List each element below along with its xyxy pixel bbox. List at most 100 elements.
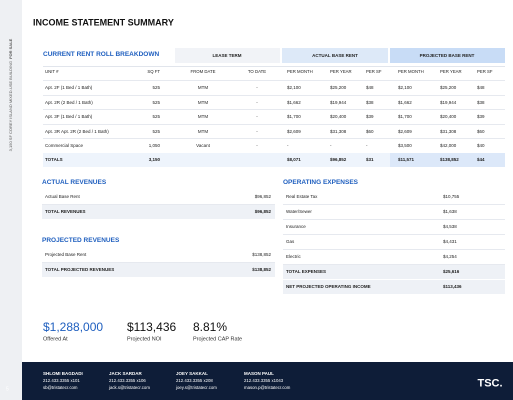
totals-bg-projected [390,153,505,167]
total-label: NET PROJECTED OPERATING INCOME [286,283,371,289]
table-cell: - [256,128,258,134]
row-rule [43,109,505,110]
totals-cell: $138,852 [440,156,459,162]
totals-cell: $44 [477,156,485,162]
table-cell: 1,050 [148,142,160,148]
table-cell: $2,100 [398,84,412,90]
table-cell: - [256,99,258,105]
group-header: LEASE TERM [212,52,242,58]
totals-bg [43,153,505,167]
row-rule [283,234,505,235]
line-value: $96,852 [254,193,271,199]
sidebar [0,0,22,400]
row-rule [283,204,505,205]
column-header: PER SF [366,68,382,74]
table-cell: $60 [477,128,485,134]
sidebar-text: 3,150 SF COREY ISLAND MIXED-USE BUILDING… [8,38,13,152]
contact-phone: 212.433.3355 x106 [109,377,146,383]
table-cell: - [256,84,258,90]
table-cell: $2,100 [287,84,301,90]
table-cell: $40 [477,142,485,148]
contact-email: sb@tristatecr.com [43,384,78,390]
table-cell: $60 [366,128,374,134]
column-header: PER MONTH [398,68,424,74]
metric-label: Offered At [43,336,68,343]
line-value: $4,254 [443,253,457,259]
line-label: Gas [286,238,295,244]
header-rule [43,66,505,67]
total-label: TOTAL PROJECTED REVENUES [45,266,115,272]
sidebar-emphasis: FOR SALE [8,38,13,59]
total-label: TOTAL REVENUES [45,208,86,214]
table-cell: $31,308 [440,128,457,134]
column-header: FROM DATE [190,68,216,74]
metric-value: 8.81% [193,320,228,334]
table-cell: $38 [366,99,374,105]
table-cell: $20,400 [440,113,457,119]
contact-phone: 212.433.3355 x101 [43,377,80,383]
column-header: TO DATE [247,68,267,74]
contact-phone: 212.433.3355 x1043 [244,377,284,383]
row-rule [283,264,505,265]
group-header-bg [282,48,388,63]
table-cell: $48 [477,84,485,90]
contact-name: MASON PAUL [244,370,274,376]
contact-email: jack.s@tristatecr.com [109,384,150,390]
total-value: $96,852 [254,208,271,214]
line-value: $10,755 [443,193,460,199]
total-bg [42,263,275,277]
line-value: $138,852 [252,251,271,257]
sidebar-label: 3,150 SF COREY ISLAND MIXED-USE BUILDING [8,60,13,152]
table-cell: - [366,142,368,148]
section-heading: OPERATING EXPENSES [283,178,359,186]
table-cell: MTM [197,84,209,90]
total-bg [42,205,275,219]
column-header: PER MONTH [287,68,313,74]
table-cell: $25,200 [330,84,347,90]
table-cell: $48 [366,84,374,90]
table-cell: 525 [152,128,160,134]
row-rule [43,123,505,124]
table-cell: Apt. 3F (1 Bed / 1 Bath) [45,113,93,119]
line-label: Water/Sewer [286,208,312,214]
group-header-bg [390,48,505,63]
metric-label: Projected CAP Rate [193,336,243,343]
table-cell: $1,700 [287,113,301,119]
line-label: Projected Base Rent [45,251,87,257]
totals-cell: 3,150 [148,156,160,162]
line-label: Real Estate Tax [286,193,318,199]
table-cell: Apt. 3R Apt. 2R (2 Bed / 1 Bath) [45,128,109,134]
table-cell: Vacant [196,142,210,148]
table-cell: - [287,142,289,148]
row-rule [283,219,505,220]
table-cell: $1,700 [398,113,412,119]
column-header: UNIT # [45,68,59,74]
column-header: PER YEAR [440,68,462,74]
total-bg [283,280,505,294]
page-number: 5 [6,386,9,393]
table-cell: $38 [477,99,485,105]
table-cell: $1,662 [398,99,412,105]
page-title: INCOME STATEMENT SUMMARY [33,17,174,28]
table-cell: $19,944 [440,99,457,105]
section-heading: PROJECTED REVENUES [42,236,120,244]
total-value: $138,852 [252,266,271,272]
column-header: SQ FT [147,68,160,74]
line-label: Insurance [286,223,306,229]
contact-email: joey.s@tristatecr.com [176,384,217,390]
table-cell: 525 [152,113,160,119]
table-cell: MTM [197,113,209,119]
table-cell: Apt. 2F (1 Bed / 1 Bath) [45,84,93,90]
table-cell: MTM [197,128,209,134]
table-cell: Apt. 2R (2 Bed / 1 Bath) [45,99,93,105]
metric-value: $1,288,000 [43,320,104,334]
total-value: $113,436 [443,283,462,289]
line-value: $1,638 [443,208,457,214]
table-cell: 525 [152,84,160,90]
line-value: $4,431 [443,238,457,244]
contact-phone: 212.433.3355 x208 [176,377,213,383]
footer-band [22,362,513,400]
row-rule [43,94,505,95]
totals-label: TOTALS [45,156,63,162]
